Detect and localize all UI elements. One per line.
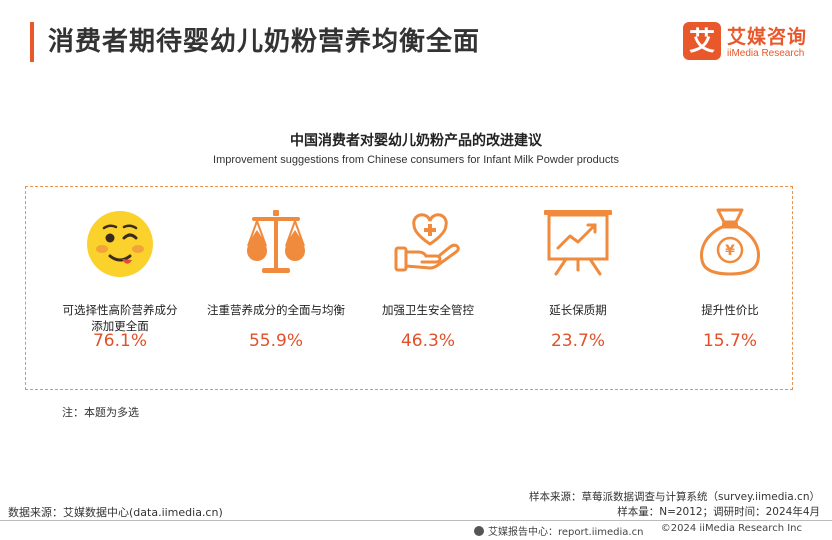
footer-copyright: ©2024 iiMedia Research Inc [660, 523, 802, 534]
sample-source: 样本来源：草莓派数据调查与计算系统（survey.iimedia.cn） [529, 491, 820, 503]
suggestion-label: 注重营养成分的全面与均衡 [207, 303, 345, 317]
suggestion-label: 延长保质期 [549, 303, 607, 317]
suggestions-frame [25, 186, 793, 390]
suggestion-label: 可选择性高阶营养成分 添加更全面 [62, 303, 178, 333]
suggestion-item-balanced-nutrition: 注重营养成分的全面与均衡 55.9% [198, 200, 348, 380]
page-title: 消费者期待婴幼儿奶粉营养均衡全面 [48, 27, 481, 57]
chart-title: 中国消费者对婴幼儿奶粉产品的改进建议 [290, 133, 542, 149]
sample-info: 样本量：N=2012；调研时间：2024年4月 [617, 506, 820, 518]
suggestion-value: 76.1% [92, 331, 147, 351]
footer-divider [0, 520, 832, 521]
suggestion-item-nutrition-options: 可选择性高阶营养成分 添加更全面 76.1% [42, 200, 192, 380]
logo-name-en: iiMedia Research [727, 48, 805, 59]
smiley-face-icon [82, 204, 158, 280]
logo-glyph: 艾 [689, 27, 715, 57]
heart-hand-icon [390, 204, 466, 280]
suggestion-label: 提升性价比 [701, 303, 759, 317]
suggestion-label: 加强卫生安全管控 [382, 303, 474, 317]
suggestion-item-hygiene-safety: 加强卫生安全管控 46.3% [350, 200, 500, 380]
svg-text:¥: ¥ [725, 243, 735, 259]
suggestion-value: 55.9% [248, 331, 303, 351]
logo-mark-icon: 艾 [683, 22, 721, 60]
suggestion-item-shelf-life: 延长保质期 23.7% [500, 200, 650, 380]
balance-scale-icon [238, 204, 314, 280]
suggestion-value: 46.3% [400, 331, 455, 351]
logo-name-cn: 艾媒咨询 [727, 26, 808, 48]
brand-logo: 艾 艾媒咨询 iiMedia Research [683, 22, 818, 66]
footer-report-center: 艾媒报告中心：report.iimedia.cn [474, 523, 643, 538]
data-source: 数据来源：艾媒数据中心(data.iimedia.cn) [8, 506, 223, 519]
title-accent-bar [30, 22, 34, 62]
suggestion-value: 15.7% [702, 331, 757, 351]
chart-subtitle: Improvement suggestions from Chinese con… [213, 154, 619, 166]
suggestion-item-value-for-money: ¥ 提升性价比 15.7% [652, 200, 802, 380]
footer-report-text: 艾媒报告中心：report.iimedia.cn [488, 527, 644, 538]
suggestion-value: 23.7% [550, 331, 605, 351]
footnote: 注：本题为多选 [62, 406, 139, 419]
logo-mark: 艾 [683, 22, 721, 60]
money-bag-icon: ¥ [692, 204, 768, 280]
chart-board-icon [540, 204, 616, 280]
report-center-icon [474, 526, 484, 536]
